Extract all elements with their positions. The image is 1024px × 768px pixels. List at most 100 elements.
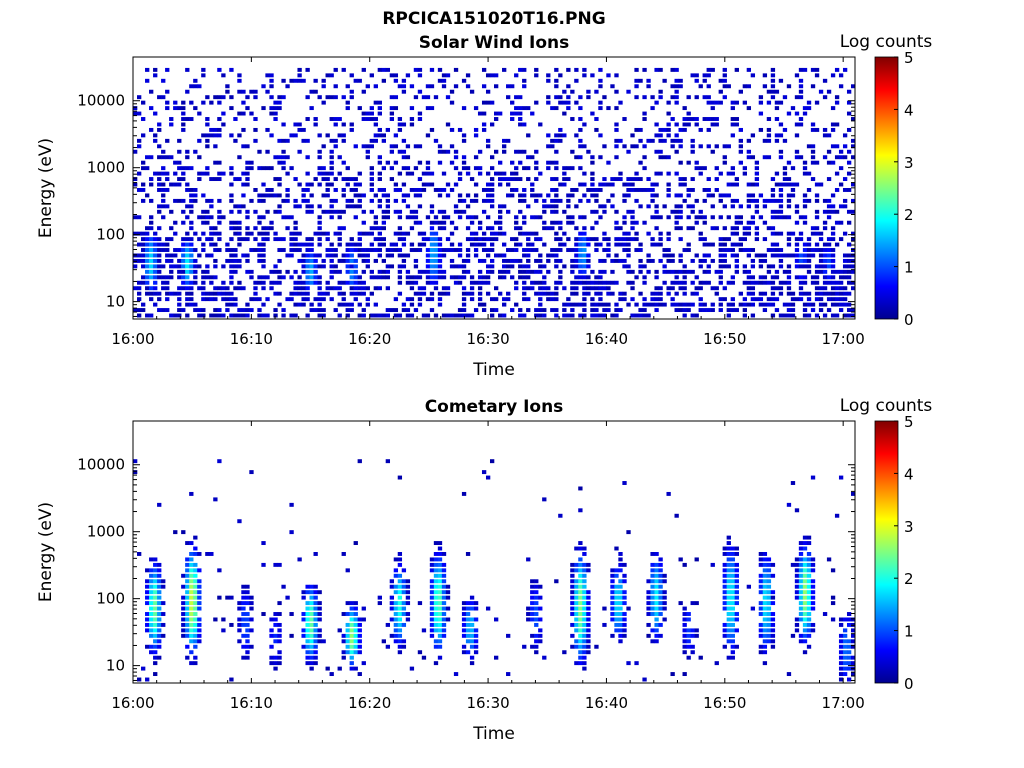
heatmap-cell (489, 204, 495, 209)
heatmap-cell (658, 171, 663, 176)
heatmap-cell (341, 188, 346, 192)
heatmap-cell (229, 275, 234, 280)
heatmap-cell (514, 171, 519, 176)
heatmap-cell (149, 106, 154, 111)
heatmap-cell (602, 313, 607, 318)
heatmap-cell (317, 302, 322, 307)
heatmap-cell (670, 302, 675, 307)
heatmap-cell (778, 286, 784, 291)
heatmap-cell (177, 275, 182, 280)
heatmap-cell (305, 258, 310, 263)
heatmap-cell (317, 275, 322, 280)
heatmap-cell (614, 308, 619, 313)
heatmap-cell (373, 100, 378, 105)
heatmap-cell (638, 242, 643, 247)
heatmap-cell (598, 302, 603, 307)
heatmap-cell (161, 182, 166, 187)
heatmap-cell (273, 106, 278, 111)
heatmap-cell (157, 617, 162, 622)
heatmap-cell (353, 622, 358, 627)
heatmap-cell (682, 612, 687, 616)
heatmap-cell (842, 155, 848, 160)
heatmap-cell (726, 590, 731, 595)
heatmap-cell (670, 138, 675, 143)
heatmap-cell (149, 297, 154, 302)
heatmap-cell (389, 308, 395, 313)
heatmap-cell (329, 297, 334, 302)
heatmap-cell (209, 242, 214, 247)
heatmap-cell (794, 628, 800, 633)
heatmap-cell (369, 198, 374, 203)
heatmap-cell (465, 73, 471, 78)
heatmap-cell (161, 198, 166, 203)
heatmap-cell (417, 193, 423, 198)
heatmap-cell (313, 617, 318, 622)
heatmap-cell (489, 177, 495, 182)
heatmap-cell (630, 220, 635, 225)
heatmap-cell (441, 73, 447, 78)
heatmap-cell (261, 237, 266, 242)
heatmap-cell (722, 144, 727, 149)
heatmap-cell (714, 226, 719, 231)
heatmap-cell (389, 633, 395, 638)
heatmap-cell (409, 242, 415, 247)
heatmap-cell (762, 606, 768, 611)
heatmap-cell (810, 302, 816, 307)
heatmap-cell (842, 275, 848, 280)
heatmap-cell (542, 655, 547, 660)
heatmap-cell (233, 269, 238, 274)
heatmap-cell (810, 280, 816, 285)
heatmap-cell (558, 237, 563, 242)
heatmap-cell (674, 513, 679, 518)
heatmap-cell (834, 302, 840, 307)
heatmap-cell (646, 612, 651, 616)
heatmap-cell (638, 269, 643, 274)
heatmap-cell (313, 612, 318, 616)
heatmap-cell (329, 258, 334, 263)
heatmap-cell (237, 308, 242, 313)
heatmap-cell (762, 557, 768, 562)
heatmap-cell (654, 628, 659, 633)
heatmap-cell (802, 568, 808, 573)
heatmap-cell (393, 568, 399, 573)
heatmap-cell (457, 193, 463, 198)
heatmap-cell (682, 606, 687, 611)
heatmap-cell (217, 95, 222, 100)
heatmap-cell (654, 171, 659, 176)
heatmap-cell (437, 568, 443, 573)
heatmap-cell (473, 650, 479, 655)
heatmap-cell (377, 111, 382, 116)
heatmap-cell (393, 308, 399, 313)
heatmap-cell (317, 215, 322, 220)
heatmap-cell (481, 188, 487, 192)
heatmap-cell (409, 248, 415, 252)
heatmap-cell (618, 291, 623, 296)
heatmap-cell (277, 661, 282, 666)
heatmap-cell (193, 579, 198, 584)
heatmap-cell (518, 111, 523, 116)
heatmap-cell (489, 73, 495, 78)
heatmap-cell (682, 117, 687, 121)
heatmap-cell (538, 269, 543, 274)
heatmap-cell (850, 639, 856, 644)
heatmap-cell (485, 73, 491, 78)
heatmap-cell (626, 530, 631, 535)
heatmap-cell (297, 182, 302, 187)
heatmap-cell (726, 302, 731, 307)
heatmap-cell (389, 149, 395, 154)
heatmap-cell (165, 253, 170, 258)
heatmap-cell (465, 84, 471, 89)
heatmap-cell (297, 258, 302, 263)
heatmap-cell (758, 297, 764, 302)
heatmap-cell (598, 297, 603, 302)
heatmap-cell (810, 144, 816, 149)
heatmap-cell (766, 628, 772, 633)
heatmap-cell (798, 122, 804, 127)
heatmap-cell (562, 286, 567, 291)
heatmap-cell (702, 95, 707, 100)
heatmap-cell (221, 628, 226, 633)
heatmap-cell (481, 237, 487, 242)
heatmap-cell (245, 166, 250, 171)
heatmap-cell (654, 573, 659, 578)
heatmap-cell (646, 78, 651, 83)
